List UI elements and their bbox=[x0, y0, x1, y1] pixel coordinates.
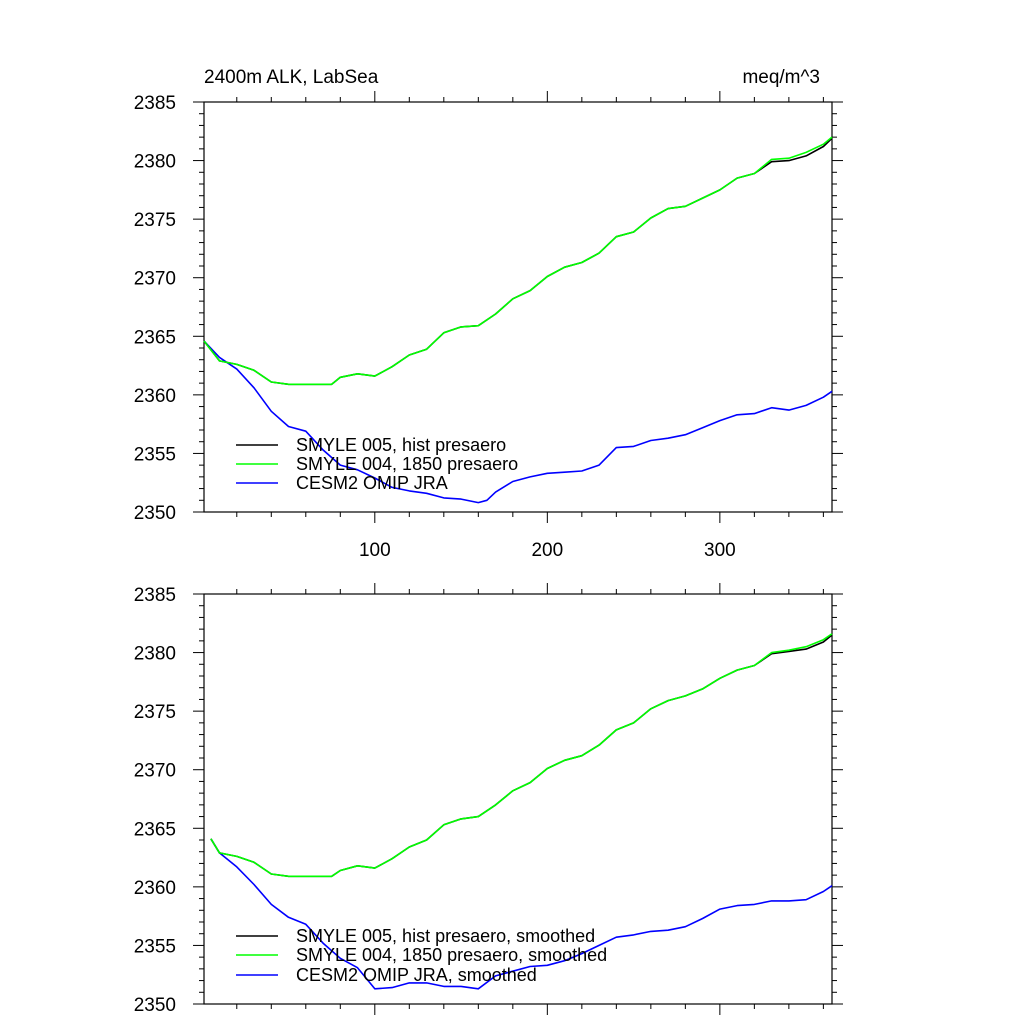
bottom-y-tick-label: 2355 bbox=[134, 936, 176, 957]
bottom-legend-label: SMYLE 005, hist presaero, smoothed bbox=[296, 926, 595, 946]
bottom-series-line-0 bbox=[210, 634, 833, 878]
top-x-tick-label: 300 bbox=[704, 540, 736, 561]
top-series-line-1 bbox=[203, 136, 833, 386]
top-plot-frame bbox=[203, 101, 833, 513]
top-legend-label: CESM2 OMIP JRA bbox=[296, 473, 448, 493]
top-y-tick-label: 2350 bbox=[134, 503, 176, 524]
bottom-y-tick-label: 2380 bbox=[134, 644, 176, 665]
units-label: meq/m^3 bbox=[742, 67, 820, 88]
bottom-series-line-1 bbox=[210, 633, 833, 878]
top-x-tick-label: 100 bbox=[359, 540, 391, 561]
top-panel: 100 200 300 2350 2355 2360 2365 2370 2375 2380 238… bbox=[134, 91, 843, 561]
chart-title: 2400m ALK, LabSea bbox=[204, 67, 379, 88]
top-y-tick-label: 2365 bbox=[134, 327, 176, 348]
top-series-line-0 bbox=[203, 137, 833, 386]
top-y-tick-label: 2355 bbox=[134, 444, 176, 465]
bottom-plot-frame bbox=[203, 593, 833, 1005]
top-y-tick-label: 2375 bbox=[134, 210, 176, 231]
top-legend-label: SMYLE 005, hist presaero bbox=[296, 435, 506, 455]
top-series-line-2 bbox=[203, 340, 833, 504]
bottom-y-tick-label: 2370 bbox=[134, 761, 176, 782]
top-y-tick-label: 2385 bbox=[134, 93, 176, 114]
bottom-y-tick-label: 2360 bbox=[134, 878, 176, 899]
bottom-y-tick-label: 2350 bbox=[134, 995, 176, 1016]
bottom-panel: 2350 2355 2360 2365 2370 2375 2380 2385 SMYLE 00… bbox=[134, 583, 843, 1016]
bottom-y-tick-label: 2385 bbox=[134, 585, 176, 606]
top-y-tick-label: 2380 bbox=[134, 152, 176, 173]
bottom-series-line-2 bbox=[210, 838, 833, 990]
top-y-tick-label: 2370 bbox=[134, 269, 176, 290]
bottom-legend-label: CESM2 OMIP JRA, smoothed bbox=[296, 965, 537, 985]
top-legend-label: SMYLE 004, 1850 presaero bbox=[296, 454, 518, 474]
bottom-legend-label: SMYLE 004, 1850 presaero, smoothed bbox=[296, 945, 607, 965]
top-y-tick-label: 2360 bbox=[134, 386, 176, 407]
top-x-tick-label: 200 bbox=[531, 540, 563, 561]
bottom-y-tick-label: 2375 bbox=[134, 702, 176, 723]
bottom-y-tick-label: 2365 bbox=[134, 819, 176, 840]
